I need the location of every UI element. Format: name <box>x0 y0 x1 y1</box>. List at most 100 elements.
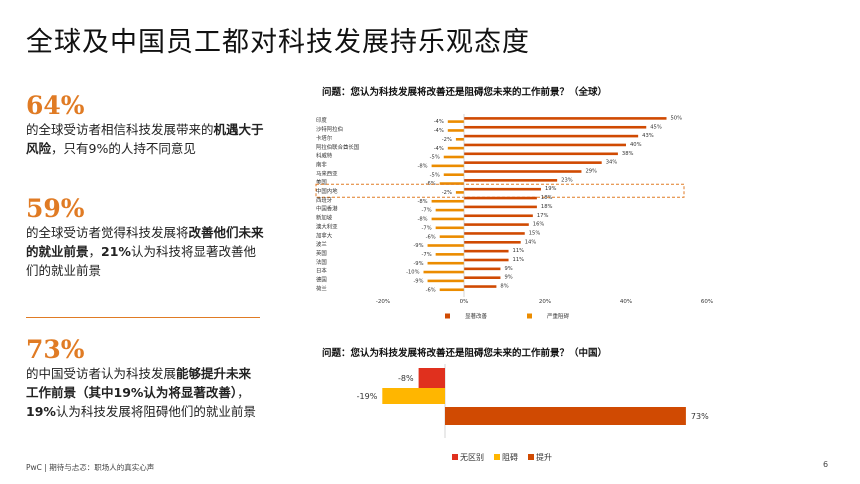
x-tick-label: 20% <box>539 299 551 305</box>
bar-severe-hinder <box>431 199 464 203</box>
bar-severe-hinder <box>431 217 464 221</box>
highlight-box <box>315 183 685 198</box>
category-label: 法国 <box>316 258 327 266</box>
bar-significant-improve <box>464 258 509 262</box>
bar-severe-hinder <box>443 155 464 159</box>
bar-significant-improve <box>464 205 537 209</box>
bar-severe-hinder <box>447 146 464 150</box>
data-label: 29% <box>585 169 597 175</box>
data-label: -7% <box>422 225 432 231</box>
bar-significant-improve <box>464 143 626 147</box>
stat-value: 73% <box>26 335 85 364</box>
stat-text: 的全球受访者觉得科技发展将改善他们未来的就业前景，21%认为科技将显著改善他们的… <box>26 225 264 278</box>
bar-significant-improve <box>464 187 541 191</box>
bar-severe-hinder <box>447 129 464 132</box>
data-label: 45% <box>650 124 662 130</box>
data-label: 15% <box>529 230 541 236</box>
bar-severe-hinder <box>435 253 464 256</box>
bar-significant-improve <box>464 232 525 235</box>
data-label: -10% <box>406 270 419 276</box>
bar-severe-hinder <box>455 191 464 194</box>
data-label: 9% <box>504 275 512 281</box>
section-divider <box>26 317 260 318</box>
bar-severe-hinder <box>439 235 464 238</box>
stat-value: 59% <box>26 194 85 223</box>
bar-severe-hinder <box>435 208 464 212</box>
bar-significant-improve <box>464 161 602 164</box>
data-label: 19% <box>545 186 557 192</box>
category-label: 加拿大 <box>316 231 333 239</box>
bar-improve <box>445 407 686 425</box>
bar-significant-improve <box>464 276 501 279</box>
china-chart: -8% -19% 73% 无区别 阻碍 提升 <box>357 364 709 462</box>
legend-label: 严重阻碍 <box>547 312 570 320</box>
data-label: 43% <box>642 133 654 139</box>
bar-severe-hinder <box>439 288 464 292</box>
bar-severe-hinder <box>447 120 464 123</box>
stat-china-improve: 73% 的中国受访者认为科技发展能够提升未来工作前景（其中19%认为将显著改善）… <box>26 336 258 421</box>
data-label: -9% <box>413 279 423 285</box>
data-label: -4% <box>434 146 444 152</box>
global-chart: 印度 50% -4% 沙特阿拉伯 45% -4% 卡塔尔 43% -2% 阿拉伯联合酋长国 40% -… <box>315 114 713 320</box>
category-label: 中国内地 <box>316 187 338 195</box>
footer-text: PwC | 期待与忐忑：职场人的真实心声 <box>26 463 155 472</box>
bar-significant-improve <box>464 134 639 138</box>
bar-no-difference <box>418 368 445 388</box>
data-label: 73% <box>691 412 709 421</box>
data-label: 14% <box>525 239 537 245</box>
stat-text: 的中国受访者认为科技发展能够提升未来工作前景（其中19%认为将显著改善），19%… <box>26 366 256 419</box>
bar-significant-improve <box>464 267 501 271</box>
china-chart-title: 问题：您认为科技发展将改善还是阻碍您未来的工作前景？（中国） <box>322 348 608 359</box>
bar-significant-improve <box>464 196 537 200</box>
data-label: 16% <box>533 222 545 228</box>
data-label: 8% <box>500 284 508 290</box>
category-label: 荷兰 <box>316 284 327 292</box>
legend-swatch <box>452 454 458 460</box>
data-label: 40% <box>630 142 642 148</box>
bar-severe-hinder <box>427 261 464 265</box>
data-label: -8% <box>417 217 427 223</box>
bar-severe-hinder <box>435 226 464 230</box>
data-label: 34% <box>606 160 618 166</box>
data-label: 11% <box>513 257 525 263</box>
category-label: 德国 <box>316 276 327 284</box>
data-label: 18% <box>541 204 553 210</box>
legend-label: 无区别 <box>460 453 484 462</box>
data-label: -8% <box>398 374 414 383</box>
data-label: 23% <box>561 177 573 183</box>
x-tick-label: 0% <box>460 299 469 305</box>
category-label: 新加坡 <box>316 214 333 222</box>
data-label: -6% <box>426 234 436 240</box>
bar-severe-hinder <box>443 173 464 176</box>
data-label: -7% <box>422 208 432 214</box>
category-label: 卡塔尔 <box>316 134 333 142</box>
bar-significant-improve <box>464 241 521 244</box>
bar-significant-improve <box>464 125 647 129</box>
data-label: -5% <box>430 155 440 161</box>
bar-significant-improve <box>464 223 529 226</box>
data-label: -6% <box>426 181 436 187</box>
bar-significant-improve <box>464 285 497 288</box>
bar-significant-improve <box>464 170 582 173</box>
legend-swatch <box>494 454 500 460</box>
category-label: 澳大利亚 <box>316 222 338 230</box>
legend-label: 阻碍 <box>502 453 518 462</box>
category-label: 马来西亚 <box>316 169 338 177</box>
data-label: -2% <box>442 190 452 196</box>
data-label: 17% <box>537 213 549 219</box>
data-label: -8% <box>417 163 427 169</box>
data-label: 11% <box>513 248 525 254</box>
legend-label: 显著改善 <box>465 312 488 320</box>
page-number: 6 <box>823 460 829 469</box>
category-label: 阿拉伯联合酋长国 <box>316 143 359 151</box>
category-label: 日本 <box>316 267 327 275</box>
legend-swatch-significant-improve <box>445 313 450 319</box>
bar-significant-improve <box>464 249 509 253</box>
data-label: -5% <box>430 172 440 178</box>
category-label: 沙特阿拉伯 <box>316 125 343 133</box>
bar-significant-improve <box>464 117 667 120</box>
category-label: 美国 <box>316 178 327 186</box>
category-label: 南非 <box>316 160 327 168</box>
data-label: 50% <box>671 115 683 121</box>
category-label: 波兰 <box>316 240 327 248</box>
